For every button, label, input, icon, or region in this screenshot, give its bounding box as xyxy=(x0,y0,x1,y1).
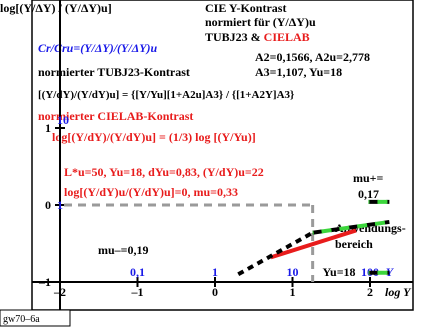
x-tick-label: –2 xyxy=(53,285,66,299)
x-tick-label: 0 xyxy=(212,285,218,299)
luminance-label: 0,1 xyxy=(130,265,145,279)
title-line-3: TUBJ23 & CIELAB xyxy=(205,30,310,44)
y-tick-label-1: 1 xyxy=(57,198,63,212)
annotation-cielab-formula: log[(Y/dY)/(Y/dY)u] = (1/3) log [(Y/Yu)] xyxy=(52,130,256,144)
annotation-l-params: L*u=50, Yu=18, dYu=0,83, (Y/dY)u=22 xyxy=(64,165,264,179)
luminance-label: 1 xyxy=(212,265,218,279)
plot-frame xyxy=(31,0,414,311)
y-tick-label: 1 xyxy=(45,121,51,135)
annotation-mu-plus-value: 0,17 xyxy=(358,187,379,201)
annotation-tubj-title: normierter TUBJ23-Kontrast xyxy=(38,65,190,79)
x-tick-label: 1 xyxy=(290,285,296,299)
annotations: Cr/Cru=(Y/ΔY)/(Y/ΔY)u A2=0,1566, A2u=2,7… xyxy=(38,41,406,257)
luminance-label: Yu=18 xyxy=(322,265,355,279)
annotation-log-eq: log[(Y/dY)u/(Y/dY)u]=0, mu=0,33 xyxy=(64,185,238,199)
footer-box xyxy=(0,309,71,327)
y-tick-label: 0 xyxy=(45,198,51,212)
title-cielab: CIELAB xyxy=(264,30,310,44)
annotation-params: A2=0,1566, A2u=2,778 xyxy=(255,50,370,64)
y-tick-label: –1 xyxy=(38,275,51,289)
x-tick-label: –1 xyxy=(131,285,144,299)
title-block: CIE Y-Kontrast normiert für (Y/ΔY)u TUBJ… xyxy=(205,1,316,44)
title-tubj: TUBJ23 & xyxy=(205,30,264,44)
title-line-1: CIE Y-Kontrast xyxy=(205,1,286,15)
x-tick-label: 2 xyxy=(367,285,373,299)
annotation-ratio: Cr/Cru=(Y/ΔY)/(Y/ΔY)u xyxy=(38,41,158,55)
series-line xyxy=(237,230,314,277)
footer-text: gw70–6a xyxy=(3,314,40,325)
series-line xyxy=(312,219,390,235)
annotation-mu-minus: mu–=0,19 xyxy=(98,243,149,257)
annotation-cielab-title: normierter CIELAB-Kontrast xyxy=(38,109,193,123)
title-line-2: normiert für (Y/ΔY)u xyxy=(205,15,316,29)
y-tick-label-10: 10 xyxy=(57,113,69,127)
x-axis-label: log Y xyxy=(385,285,412,299)
annotation-params2: A3=1,107, Yu=18 xyxy=(255,65,342,79)
series-line xyxy=(270,228,357,260)
annotation-formula: [(Y/dY)/(Y/dY)u] = {[Y/Yu][1+A2u]A3} / {… xyxy=(38,89,294,101)
annotation-mu-plus: mu+= xyxy=(353,171,384,185)
luminance-label: 10 xyxy=(287,265,299,279)
luminance-label: Y xyxy=(386,265,395,279)
y-axis-label: log[(Y/ΔY) / (Y/ΔY)u] xyxy=(0,1,112,15)
series-line xyxy=(312,219,390,235)
marks-layer xyxy=(64,199,390,282)
annotation-range-2: bereich xyxy=(335,237,373,251)
